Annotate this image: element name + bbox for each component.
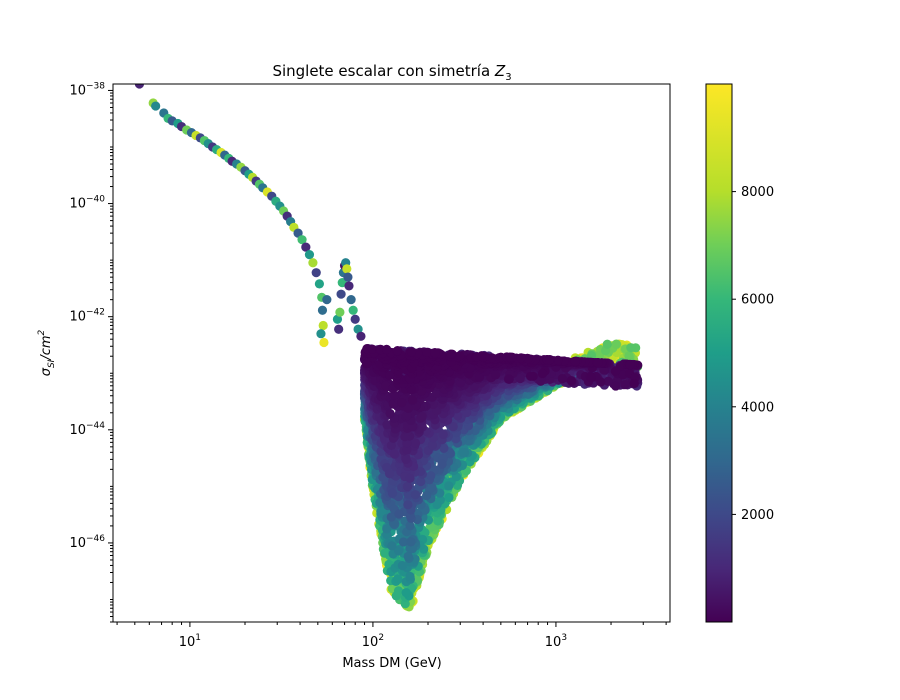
data-point: [566, 375, 576, 386]
data-point: [398, 537, 409, 547]
chart-title: Singlete escalar con simetría Z3: [272, 62, 511, 83]
data-point: [410, 490, 421, 500]
data-point: [405, 521, 415, 531]
data-point: [391, 591, 401, 601]
data-point: [301, 242, 311, 252]
data-point: [384, 469, 395, 479]
data-point: [343, 272, 353, 282]
data-point: [400, 599, 410, 609]
data-point: [422, 491, 432, 501]
data-point: [386, 512, 396, 522]
data-point: [403, 551, 413, 561]
data-point: [417, 412, 427, 422]
data-point: [304, 250, 315, 260]
data-point: [318, 320, 328, 331]
data-point: [397, 561, 408, 571]
data-point: [515, 373, 525, 384]
data-point: [342, 264, 352, 274]
data-point: [427, 440, 437, 450]
data-point: [353, 324, 363, 334]
data-point: [335, 307, 345, 317]
data-point: [334, 324, 344, 334]
data-point: [393, 546, 404, 556]
data-point: [348, 305, 358, 315]
data-point: [401, 587, 411, 598]
data-point: [297, 235, 307, 245]
data-point: [407, 395, 418, 405]
data-point: [626, 343, 636, 353]
data-point: [134, 84, 145, 89]
data-point: [504, 374, 514, 384]
data-point: [444, 481, 454, 491]
data-point: [311, 268, 321, 278]
data-point: [397, 398, 407, 408]
data-point: [439, 443, 449, 453]
data-point: [356, 331, 366, 341]
data-point: [403, 500, 413, 510]
data-point: [437, 459, 447, 469]
data-point: [151, 101, 161, 111]
data-point: [376, 507, 386, 517]
data-point: [380, 548, 390, 558]
data-point: [427, 482, 437, 492]
data-point: [474, 372, 485, 382]
data-point: [316, 329, 326, 339]
data-point: [444, 492, 454, 503]
data-point: [557, 374, 567, 384]
data-point: [410, 438, 421, 448]
points-layer: [134, 84, 643, 612]
data-point: [385, 370, 395, 381]
data-point: [389, 449, 400, 459]
data-point: [385, 408, 395, 419]
data-point: [336, 289, 346, 299]
data-point: [448, 422, 458, 432]
data-point: [610, 366, 621, 376]
data-point: [620, 380, 630, 390]
data-point: [401, 454, 411, 464]
data-point: [426, 471, 436, 481]
data-point: [402, 445, 412, 455]
data-point: [346, 295, 356, 305]
data-point: [432, 499, 442, 510]
data-point: [382, 524, 392, 534]
data-point: [387, 488, 398, 498]
data-point: [402, 410, 412, 421]
data-point: [611, 381, 621, 391]
data-point: [322, 295, 332, 305]
data-point: [602, 339, 612, 349]
data-point: [387, 541, 397, 551]
data-point: [432, 388, 442, 398]
data-point: [405, 571, 415, 582]
data-point: [406, 537, 416, 547]
data-point: [458, 447, 468, 458]
data-point: [438, 429, 448, 440]
data-point: [317, 305, 328, 315]
data-point: [403, 481, 413, 492]
data-point: [406, 385, 417, 395]
data-point: [393, 574, 403, 584]
data-point: [319, 337, 329, 348]
data-point: [618, 370, 628, 380]
data-point: [382, 420, 392, 430]
data-point: [403, 403, 413, 413]
data-point: [611, 339, 621, 349]
data-point: [314, 279, 324, 289]
data-point: [394, 509, 404, 519]
data-point: [332, 314, 343, 324]
data-point: [624, 351, 634, 361]
data-point: [491, 370, 501, 380]
data-point: [344, 281, 354, 291]
data-point: [308, 258, 318, 268]
data-point: [416, 476, 426, 487]
data-point: [350, 314, 360, 324]
data-point: [405, 473, 415, 483]
data-point: [603, 376, 613, 386]
data-point: [386, 440, 396, 450]
